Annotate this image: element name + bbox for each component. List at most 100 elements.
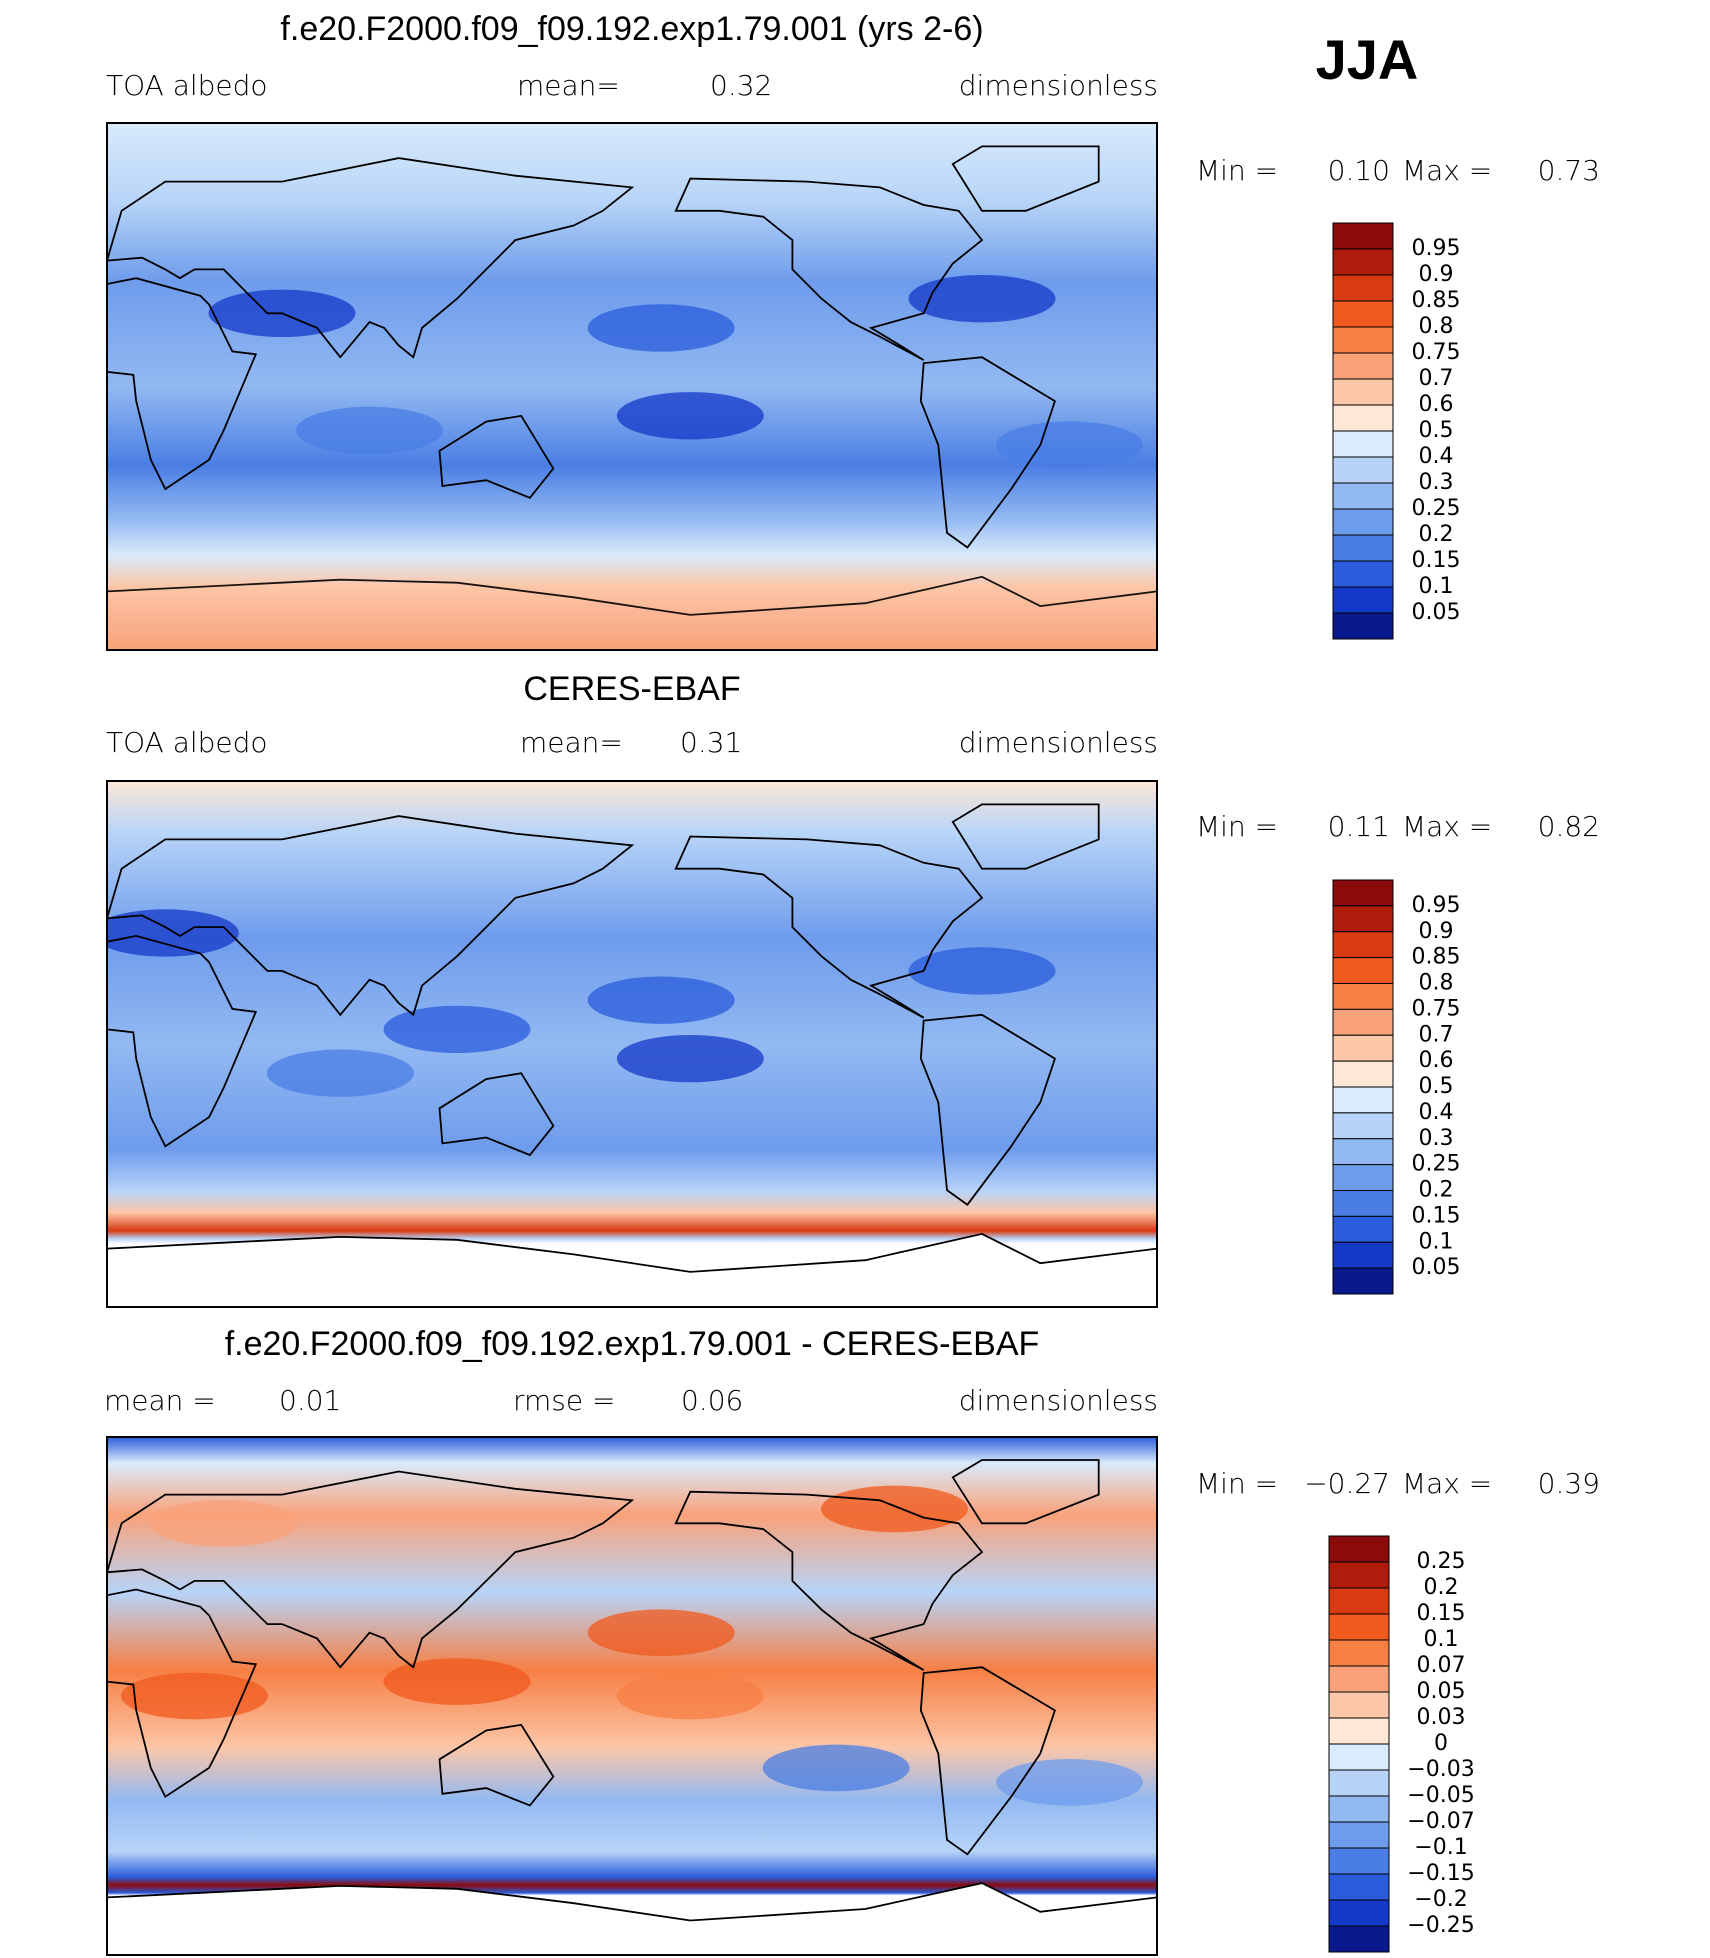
colorbar-label: 0.4 bbox=[1419, 1100, 1454, 1125]
coastline bbox=[107, 1882, 1157, 1955]
colorbar-box bbox=[1332, 1034, 1394, 1062]
colorbar-box bbox=[1332, 586, 1394, 614]
coastline bbox=[674, 177, 984, 361]
coastline bbox=[107, 277, 258, 491]
stat-label: mean= bbox=[520, 726, 623, 759]
panel-title: f.e20.F2000.f09_f09.192.exp1.79.001 - CE… bbox=[225, 1325, 1040, 1363]
colorbar-label: 0.1 bbox=[1424, 1627, 1459, 1652]
colorbar-label: 0.7 bbox=[1419, 366, 1454, 391]
colorbar-label: −0.25 bbox=[1407, 1913, 1474, 1938]
colorbar-box bbox=[1332, 430, 1394, 458]
colorbar-box bbox=[1328, 1873, 1390, 1901]
colorbar-label: 0.5 bbox=[1419, 1074, 1454, 1099]
field-blob bbox=[762, 1744, 910, 1792]
coastline bbox=[107, 157, 635, 359]
colorbar-box bbox=[1332, 300, 1394, 328]
field-blob bbox=[383, 1005, 531, 1054]
colorbar-label: 0.1 bbox=[1419, 1229, 1454, 1254]
colorbar-label: −0.15 bbox=[1407, 1861, 1474, 1886]
coastline bbox=[951, 1459, 1100, 1525]
map bbox=[107, 1437, 1157, 1955]
colorbar-label: 0.95 bbox=[1412, 893, 1461, 918]
colorbar-label: 0.15 bbox=[1412, 1203, 1461, 1228]
stat-value: 0.01 bbox=[279, 1384, 341, 1417]
field-label: TOA albedo bbox=[106, 726, 268, 759]
field-blob bbox=[908, 947, 1056, 995]
map bbox=[107, 123, 1157, 650]
field-blob bbox=[996, 1759, 1143, 1806]
colorbar-label: −0.1 bbox=[1414, 1835, 1467, 1860]
colorbar-label: 0.05 bbox=[1412, 600, 1461, 625]
colorbar-box bbox=[1332, 378, 1394, 406]
colorbar-label: 0.5 bbox=[1419, 418, 1454, 443]
map-frame bbox=[106, 122, 1158, 651]
max-value: 0.82 bbox=[1538, 810, 1600, 843]
field-blob bbox=[821, 1485, 968, 1533]
coastline bbox=[107, 1588, 258, 1799]
colorbar-box bbox=[1332, 879, 1394, 907]
max-label: Max = bbox=[1402, 154, 1492, 187]
coastline bbox=[107, 1470, 635, 1669]
colorbar-box bbox=[1332, 404, 1394, 432]
colorbar-label: 0.9 bbox=[1419, 262, 1454, 287]
max-label: Max = bbox=[1402, 1467, 1492, 1500]
colorbar-box bbox=[1332, 1112, 1394, 1140]
colorbar-box bbox=[1332, 222, 1394, 250]
colorbar-box bbox=[1332, 1086, 1394, 1114]
field-blob bbox=[996, 421, 1143, 469]
max-label: Max = bbox=[1402, 810, 1492, 843]
colorbar-label: 0.95 bbox=[1412, 236, 1461, 261]
colorbar-label: 0 bbox=[1434, 1731, 1448, 1756]
colorbar-box bbox=[1332, 1267, 1394, 1295]
field-blob bbox=[587, 304, 735, 352]
colorbar-label: 0.2 bbox=[1419, 522, 1454, 547]
colorbar-label: 0.3 bbox=[1419, 470, 1454, 495]
colorbar-box bbox=[1328, 1691, 1390, 1719]
max-value: 0.39 bbox=[1538, 1467, 1600, 1500]
colorbar-box bbox=[1332, 1008, 1394, 1036]
field-blob bbox=[150, 1500, 298, 1547]
coastline bbox=[919, 1666, 1056, 1856]
colorbar-label: −0.2 bbox=[1414, 1887, 1467, 1912]
colorbar-box bbox=[1332, 931, 1394, 959]
colorbar-box bbox=[1328, 1743, 1390, 1771]
colorbar-box bbox=[1328, 1821, 1390, 1849]
colorbar-label: 0.2 bbox=[1419, 1178, 1454, 1203]
colorbar-box bbox=[1328, 1587, 1390, 1615]
stat-value: 0.06 bbox=[681, 1384, 743, 1417]
colorbar-label: 0.4 bbox=[1419, 444, 1454, 469]
colorbar-box bbox=[1328, 1925, 1390, 1953]
coastline bbox=[951, 145, 1100, 212]
map-frame bbox=[106, 780, 1158, 1308]
colorbar-label: 0.25 bbox=[1417, 1549, 1466, 1574]
stat-value: 0.32 bbox=[710, 69, 772, 102]
colorbar-label: 0.6 bbox=[1419, 392, 1454, 417]
colorbar-label: 0.3 bbox=[1419, 1126, 1454, 1151]
coastline bbox=[674, 835, 984, 1019]
coastline bbox=[438, 1072, 555, 1157]
min-label: Min = bbox=[1196, 1467, 1278, 1500]
coastline bbox=[951, 803, 1100, 870]
field-blob bbox=[107, 909, 239, 957]
colorbar-box bbox=[1328, 1717, 1390, 1745]
min-value: 0.10 bbox=[1328, 154, 1390, 187]
coastline bbox=[107, 575, 1157, 650]
colorbar-label: 0.9 bbox=[1419, 919, 1454, 944]
field-blob bbox=[587, 976, 735, 1024]
colorbar-label: 0.1 bbox=[1419, 574, 1454, 599]
field-blob bbox=[616, 1672, 764, 1720]
colorbar-box bbox=[1332, 1215, 1394, 1243]
colorbar-box bbox=[1328, 1535, 1390, 1563]
colorbar-label: 0.7 bbox=[1419, 1022, 1454, 1047]
coastline bbox=[107, 934, 258, 1148]
field-blob bbox=[616, 1034, 764, 1083]
panel-title: CERES-EBAF bbox=[523, 670, 740, 708]
coastline bbox=[107, 815, 635, 1017]
colorbar-box bbox=[1328, 1769, 1390, 1797]
colorbar-label: 0.2 bbox=[1424, 1575, 1459, 1600]
units-label: dimensionless bbox=[959, 69, 1158, 102]
colorbar-label: 0.25 bbox=[1412, 496, 1461, 521]
coastline bbox=[438, 414, 555, 499]
colorbar-box bbox=[1332, 456, 1394, 484]
stat-label: mean = bbox=[104, 1384, 216, 1417]
